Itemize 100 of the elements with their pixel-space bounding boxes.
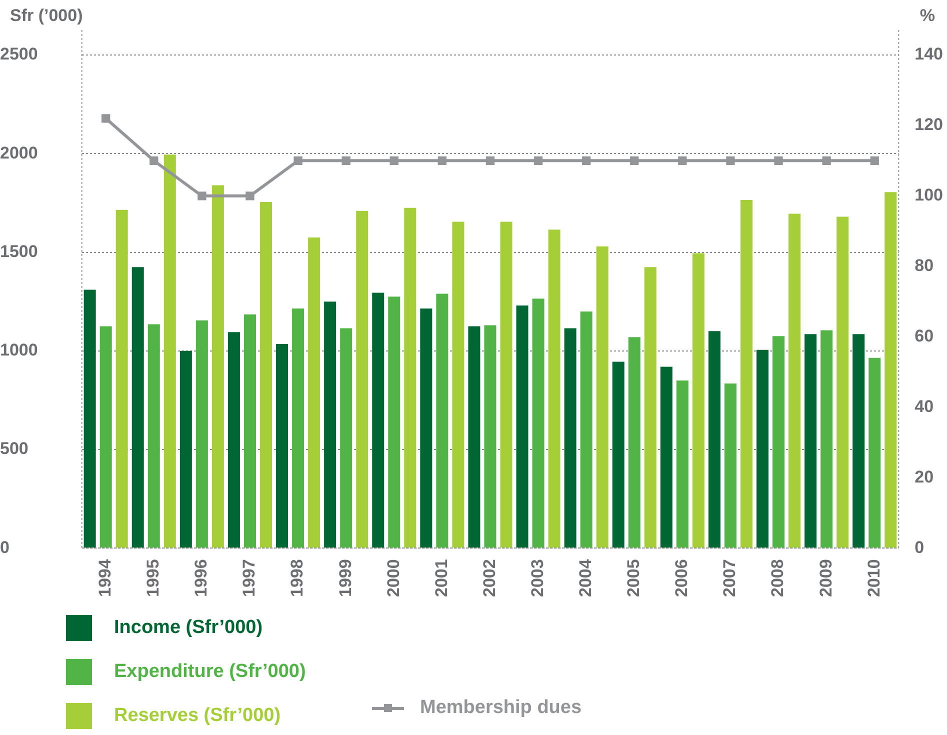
point xyxy=(198,192,206,200)
bar xyxy=(852,334,865,548)
point xyxy=(150,156,158,166)
bar xyxy=(612,362,624,548)
bar xyxy=(164,154,176,548)
point xyxy=(102,114,110,123)
bar xyxy=(692,253,704,548)
bar xyxy=(740,200,752,548)
y-tick-label: 2500 xyxy=(0,44,38,64)
bar xyxy=(772,336,785,548)
point xyxy=(342,156,350,166)
y2-tick-label: 100 xyxy=(914,186,944,205)
bar xyxy=(324,302,336,548)
x-tick-label: 2006 xyxy=(672,559,692,598)
point xyxy=(774,156,783,166)
bar xyxy=(116,210,128,548)
x-tick-label: 2010 xyxy=(864,559,884,598)
point xyxy=(630,156,639,166)
x-tick-label: 2003 xyxy=(528,559,547,598)
bar xyxy=(228,332,240,548)
y-tick-label: 500 xyxy=(0,439,28,458)
x-tick-label: 1999 xyxy=(336,559,355,598)
bar xyxy=(404,208,416,548)
y2-tick-label: 140 xyxy=(914,44,944,64)
bar xyxy=(532,298,544,548)
bar xyxy=(276,344,288,548)
bar xyxy=(260,202,272,548)
x-tick-label: 1998 xyxy=(288,559,307,598)
bar xyxy=(372,292,384,548)
y2-tick-label: 80 xyxy=(914,256,934,276)
y-tick-label: 0 xyxy=(0,538,10,557)
legend-label: Expenditure (Sfr’000) xyxy=(114,661,306,683)
bar xyxy=(244,314,256,548)
point xyxy=(582,156,591,166)
y-tick-label: 2000 xyxy=(0,143,38,162)
bar xyxy=(100,326,112,548)
bar xyxy=(548,230,560,548)
point xyxy=(534,156,543,166)
bar xyxy=(724,383,736,548)
bar xyxy=(516,306,528,548)
bar xyxy=(212,185,224,548)
y2-tick-label: 120 xyxy=(914,115,944,134)
y-tick-label: 1000 xyxy=(0,340,38,360)
bar xyxy=(180,350,192,548)
bar xyxy=(356,210,368,548)
legend-label: Reserves (Sfr’000) xyxy=(114,705,281,727)
bar xyxy=(884,192,897,548)
bar xyxy=(468,326,480,548)
y2-tick-label: 0 xyxy=(914,538,924,557)
x-tick-label: 2009 xyxy=(816,559,836,598)
point xyxy=(438,156,447,166)
bar xyxy=(628,337,640,548)
x-tick-label: 2008 xyxy=(768,559,788,598)
bar xyxy=(836,216,849,548)
x-tick-label: 2007 xyxy=(720,559,740,598)
bar xyxy=(644,267,656,548)
bar xyxy=(84,290,96,548)
bar xyxy=(340,328,352,548)
y2-tick-label: 40 xyxy=(914,396,934,416)
bar xyxy=(820,330,833,548)
x-tick-label: 1997 xyxy=(240,559,259,598)
x-tick-label: 1994 xyxy=(96,558,115,598)
bar xyxy=(564,328,576,548)
bar xyxy=(500,222,512,548)
bar xyxy=(756,350,769,548)
x-tick-label: 2002 xyxy=(480,559,499,598)
bar xyxy=(292,308,304,548)
point xyxy=(294,156,302,166)
y2-tick-label: 20 xyxy=(914,467,934,486)
legend-label: Income (Sfr’000) xyxy=(114,617,263,639)
bar xyxy=(420,308,432,548)
x-tick-label: 2000 xyxy=(384,559,403,598)
point xyxy=(678,156,687,166)
legend-label: Membership dues xyxy=(420,697,582,719)
y2-tick-label: 60 xyxy=(914,326,934,346)
bar xyxy=(596,246,608,548)
bar xyxy=(148,324,160,548)
bar xyxy=(788,214,801,548)
point xyxy=(390,156,398,166)
y2-axis-title: % xyxy=(920,6,935,26)
bar xyxy=(676,380,688,548)
bar xyxy=(868,358,881,548)
bar xyxy=(132,267,144,548)
x-tick-label: 2001 xyxy=(432,559,451,598)
point xyxy=(726,156,735,166)
bar xyxy=(580,311,592,548)
bar xyxy=(484,325,496,548)
bar xyxy=(196,320,208,548)
bar xyxy=(436,294,448,548)
bar xyxy=(308,237,320,548)
bar xyxy=(452,222,464,548)
x-tick-label: 2005 xyxy=(624,559,644,598)
x-tick-label: 1996 xyxy=(192,559,211,598)
bar xyxy=(804,334,817,548)
x-tick-label: 2004 xyxy=(576,558,596,598)
y-axis-title: Sfr (’000) xyxy=(10,6,83,26)
point xyxy=(486,156,495,166)
bar xyxy=(660,366,672,548)
y-tick-label: 1500 xyxy=(0,242,38,261)
point xyxy=(246,192,254,200)
